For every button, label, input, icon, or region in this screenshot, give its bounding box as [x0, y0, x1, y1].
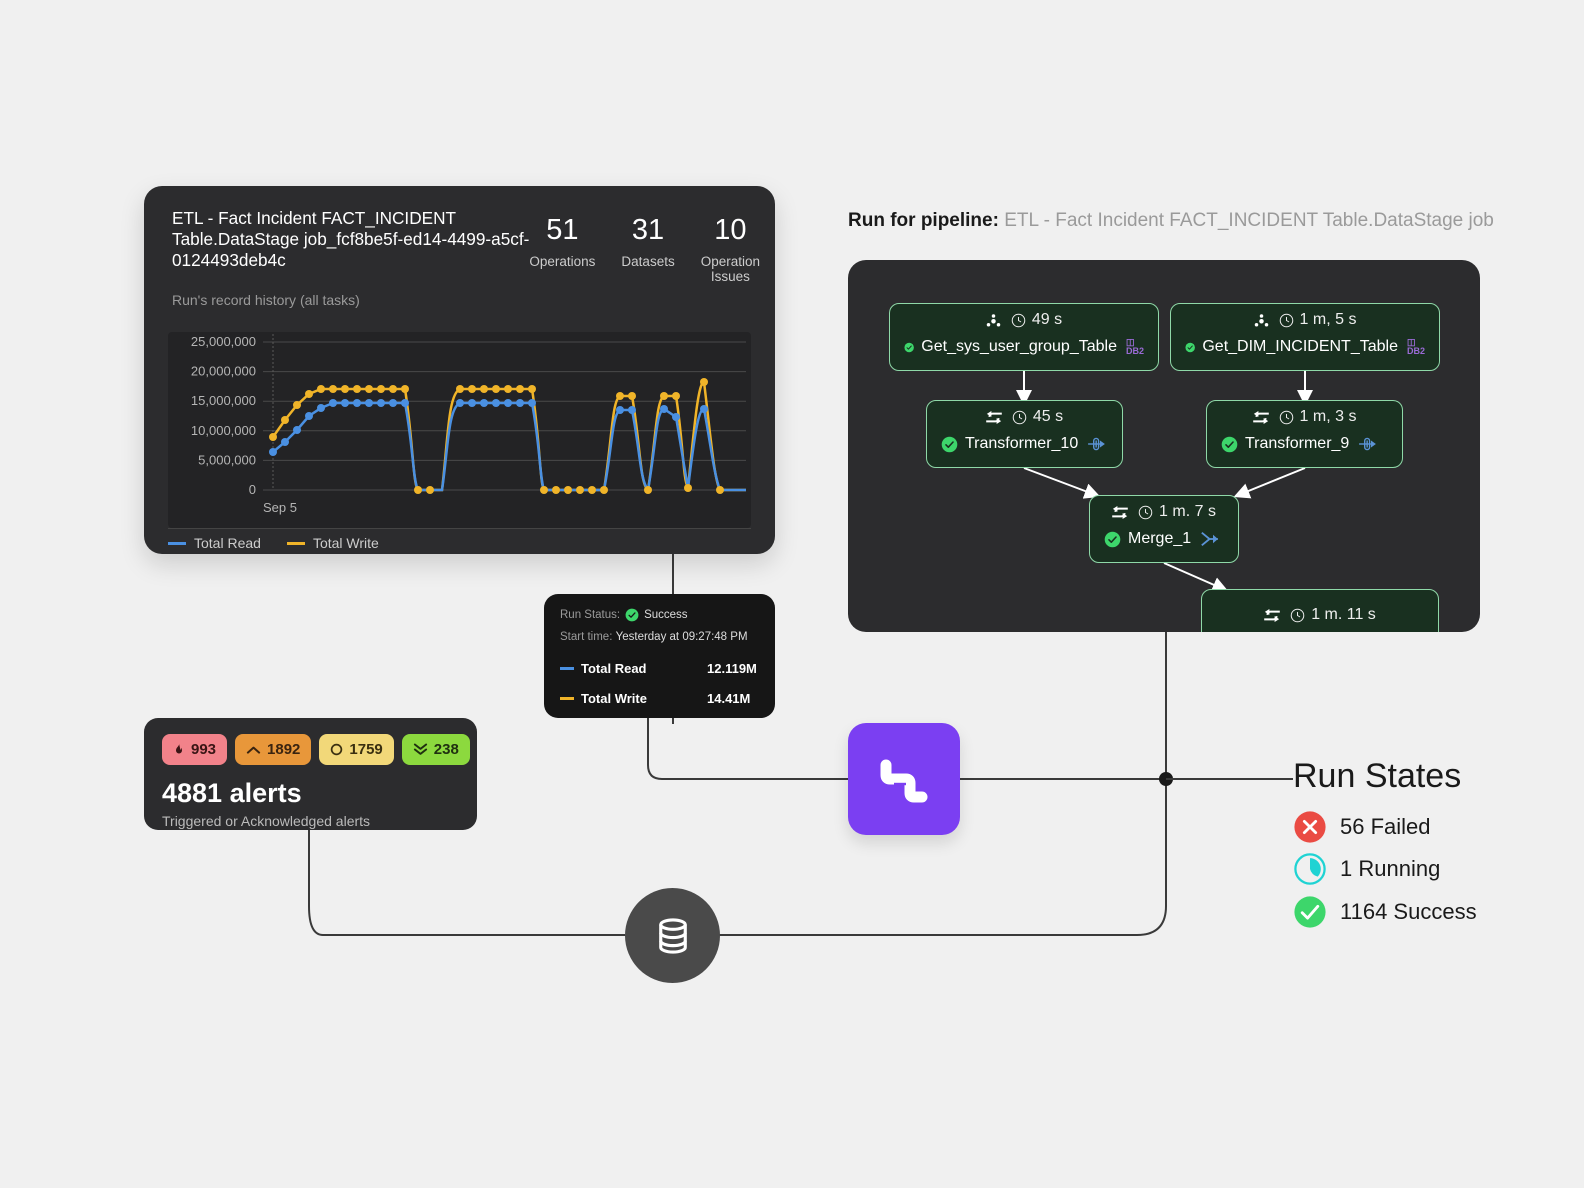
svg-text:15,000,000: 15,000,000: [191, 393, 256, 408]
svg-text:0: 0: [249, 482, 256, 497]
svg-text:5,000,000: 5,000,000: [198, 452, 256, 467]
svg-text:Sep 5: Sep 5: [263, 500, 297, 515]
svg-text:20,000,000: 20,000,000: [191, 364, 256, 379]
svg-text:25,000,000: 25,000,000: [191, 334, 256, 349]
svg-text:10,000,000: 10,000,000: [191, 423, 256, 438]
